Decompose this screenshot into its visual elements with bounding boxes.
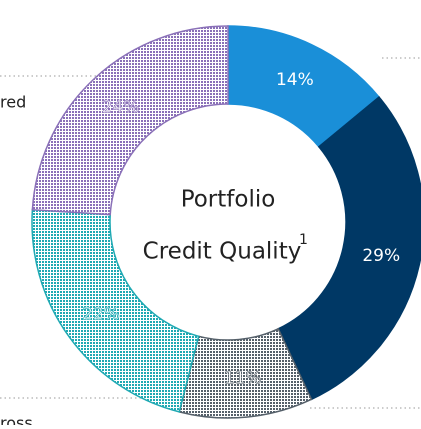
value-label: 29% — [362, 246, 400, 266]
value-label: 22% — [82, 304, 120, 324]
slice — [31, 25, 229, 216]
center-title: Credit Quality — [143, 239, 302, 265]
value-label: 24% — [102, 98, 140, 118]
center-title: Portfolio — [181, 187, 276, 213]
value-label: 14% — [276, 70, 314, 90]
slice — [277, 96, 421, 401]
slices — [31, 25, 421, 419]
annotation: red — [0, 93, 26, 112]
value-label: 11% — [224, 368, 262, 388]
slice — [31, 208, 200, 413]
footnote-mark: 1 — [299, 232, 308, 248]
annotation: ross — [0, 414, 33, 426]
